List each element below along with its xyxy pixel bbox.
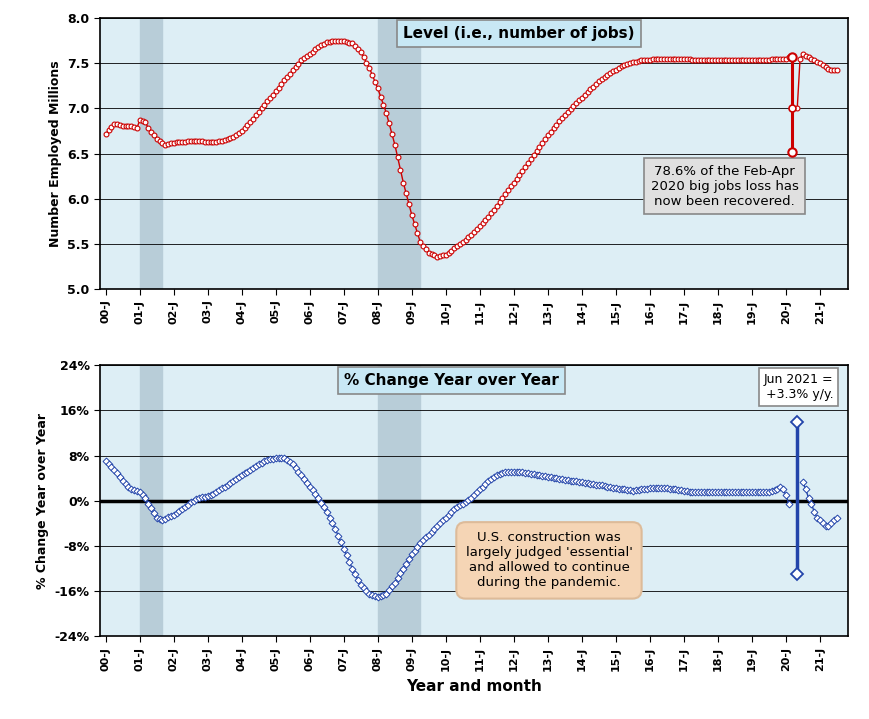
Bar (140, 365, 163, 636)
Bar (377, 365, 420, 636)
Y-axis label: % Change Year over Year: % Change Year over Year (36, 413, 49, 589)
Text: U.S. construction was
largely judged 'essential'
and allowed to continue
during : U.S. construction was largely judged 'es… (465, 531, 632, 590)
X-axis label: Year and month: Year and month (406, 679, 541, 695)
Text: % Change Year over Year: % Change Year over Year (344, 373, 559, 388)
Text: Level (i.e., number of jobs): Level (i.e., number of jobs) (403, 26, 634, 41)
Bar (377, 18, 420, 289)
Bar (140, 18, 163, 289)
Y-axis label: Number Employed Millions: Number Employed Millions (49, 60, 62, 247)
Text: Jun 2021 =
+3.3% y/y.: Jun 2021 = +3.3% y/y. (763, 373, 833, 401)
Text: 78.6% of the Feb-Apr
2020 big jobs loss has
now been recovered.: 78.6% of the Feb-Apr 2020 big jobs loss … (650, 165, 798, 208)
